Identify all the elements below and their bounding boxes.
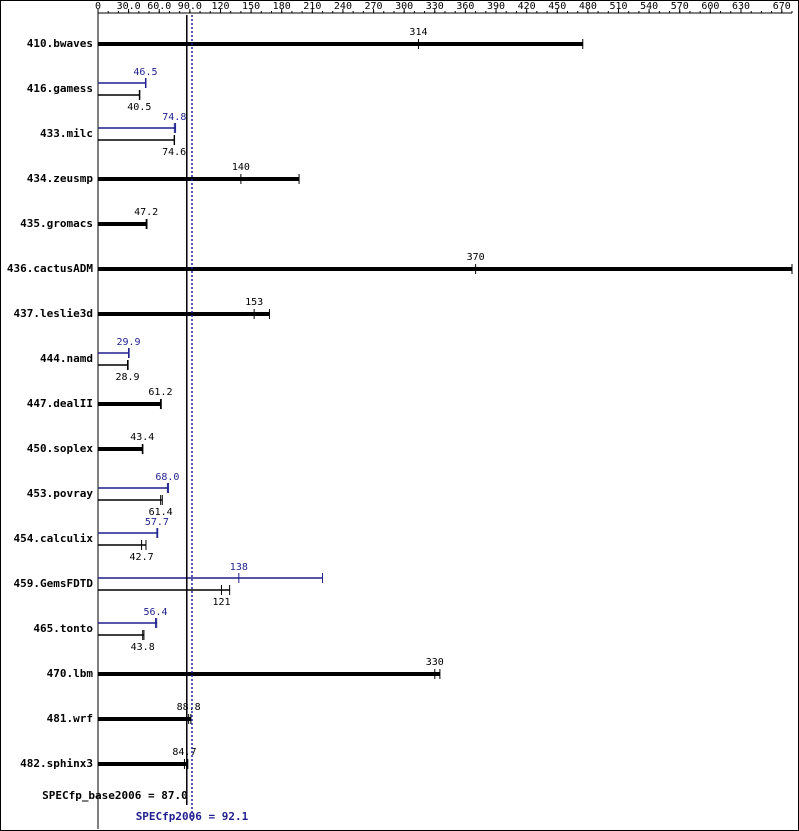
category-label: 433.milc	[40, 127, 93, 140]
category-label: 454.calculix	[14, 532, 94, 545]
value-label: 28.9	[115, 372, 139, 383]
x-tick-label: 300	[395, 1, 413, 12]
x-tick-label: 420	[518, 1, 536, 12]
value-label: 314	[409, 27, 427, 38]
x-tick-label: 670	[773, 1, 791, 12]
x-tick-label: 570	[671, 1, 689, 12]
value-label: 46.5	[133, 67, 157, 78]
value-label: 56.4	[144, 607, 168, 618]
x-tick-label: 330	[426, 1, 444, 12]
category-label: 482.sphinx3	[20, 757, 93, 770]
value-label: 43.8	[131, 642, 155, 653]
x-tick-label: 450	[548, 1, 566, 12]
x-tick-label: 60.0	[147, 1, 171, 12]
x-tick-label: 150	[242, 1, 260, 12]
value-label: 47.2	[134, 207, 158, 218]
value-label: 330	[426, 657, 444, 668]
value-label: 88.8	[177, 702, 201, 713]
category-label: 416.gamess	[27, 82, 93, 95]
category-label: 436.cactusADM	[7, 262, 93, 275]
category-label: 434.zeusmp	[27, 172, 94, 185]
value-label: 74.6	[162, 147, 186, 158]
category-label: 447.dealII	[27, 397, 93, 410]
category-label: 481.wrf	[47, 712, 93, 725]
reference-label: SPECfp2006 = 92.1	[136, 810, 249, 823]
value-label: 84.7	[172, 747, 196, 758]
value-label: 61.4	[149, 507, 173, 518]
x-tick-label: 210	[303, 1, 321, 12]
x-tick-label: 600	[701, 1, 719, 12]
value-label: 57.7	[145, 517, 169, 528]
category-label: 459.GemsFDTD	[14, 577, 94, 590]
x-tick-label: 30.0	[117, 1, 141, 12]
category-label: 437.leslie3d	[14, 307, 93, 320]
value-label: 43.4	[130, 432, 154, 443]
x-tick-label: 90.0	[178, 1, 202, 12]
value-label: 61.2	[148, 387, 172, 398]
value-label: 29.9	[116, 337, 140, 348]
category-label: 410.bwaves	[27, 37, 93, 50]
x-tick-label: 510	[609, 1, 627, 12]
reference-label: SPECfp_base2006 = 87.0	[42, 789, 188, 802]
x-tick-label: 240	[334, 1, 352, 12]
x-tick-label: 630	[732, 1, 750, 12]
value-label: 140	[232, 162, 250, 173]
value-label: 42.7	[130, 552, 154, 563]
value-label: 153	[245, 297, 263, 308]
value-label: 138	[230, 562, 248, 573]
category-label: 450.soplex	[27, 442, 94, 455]
value-label: 68.0	[155, 472, 179, 483]
value-label: 74.8	[162, 112, 186, 123]
x-tick-label: 390	[487, 1, 505, 12]
category-label: 465.tonto	[33, 622, 93, 635]
value-label: 370	[467, 252, 485, 263]
value-label: 121	[212, 597, 230, 608]
x-tick-label: 180	[273, 1, 291, 12]
category-label: 444.namd	[40, 352, 93, 365]
x-tick-label: 270	[365, 1, 383, 12]
x-tick-label: 360	[456, 1, 474, 12]
category-label: 470.lbm	[47, 667, 94, 680]
x-tick-label: 120	[211, 1, 229, 12]
value-label: 40.5	[127, 102, 151, 113]
x-tick-label: 540	[640, 1, 658, 12]
category-label: 453.povray	[27, 487, 94, 500]
category-label: 435.gromacs	[20, 217, 93, 230]
x-tick-label: 0	[95, 1, 101, 12]
x-tick-label: 480	[579, 1, 597, 12]
